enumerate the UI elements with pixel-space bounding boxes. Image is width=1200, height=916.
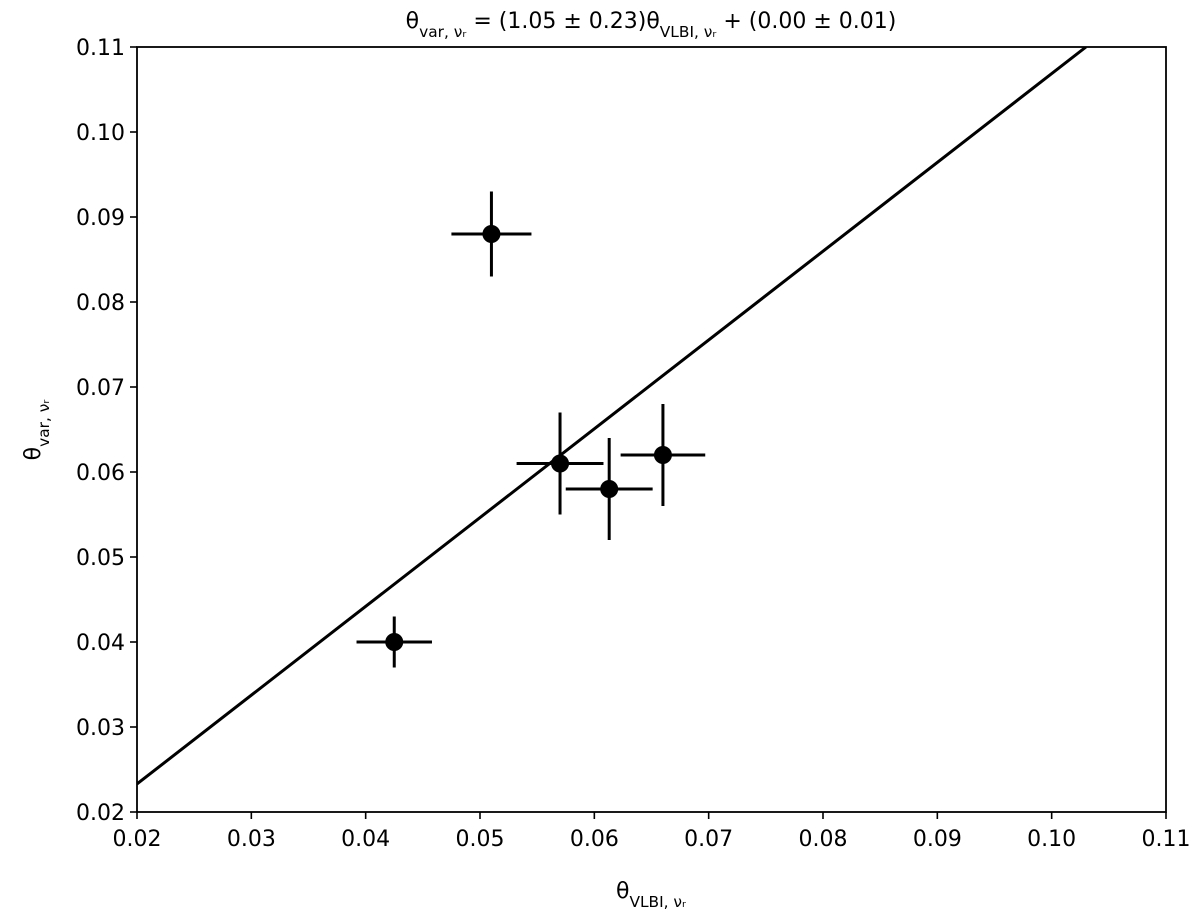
y-tick-label: 0.02 [76,801,125,826]
point [385,633,404,651]
plot-frame [136,46,1167,813]
point [600,480,619,498]
x-tick-label: 0.06 [570,827,619,852]
x-tick-label: 0.03 [227,827,276,852]
point [482,225,501,243]
y-tick-label: 0.08 [76,291,125,316]
y-tick-label: 0.05 [76,546,125,571]
y-tick-label: 0.06 [76,461,125,486]
text-part: var, νᵣ [419,23,466,41]
point [653,446,672,464]
text-part: = (1.05 ± 0.23)θ [466,9,659,34]
text-part: var, νᵣ [35,400,53,447]
x-axis-label: θVLBI, νᵣ [616,879,686,911]
text-part: + (0.00 ± 0.01) [716,9,896,34]
text-part: VLBI, νᵣ [660,23,717,41]
chart-title: θvar, νᵣ = (1.05 ± 0.23)θVLBI, νᵣ + (0.0… [406,9,897,41]
x-tick-label: 0.04 [341,827,390,852]
text-part: VLBI, νᵣ [629,893,686,911]
x-tick-label: 0.02 [113,827,162,852]
y-axis-label: θvar, νᵣ [21,400,53,461]
y-tick-label: 0.03 [76,716,125,741]
x-tick-label: 0.10 [1027,827,1076,852]
x-tick-label: 0.08 [799,827,848,852]
y-tick-label: 0.09 [76,206,125,231]
text-part: θ [616,879,629,904]
fit-line [137,47,1087,786]
x-tick-label: 0.09 [913,827,962,852]
point [551,454,570,473]
x-tick-label: 0.11 [1142,827,1191,852]
y-tick-label: 0.04 [76,631,125,656]
y-tick-label: 0.10 [76,121,125,146]
y-tick-label: 0.07 [76,376,125,401]
x-tick-label: 0.07 [684,827,733,852]
x-tick-label: 0.05 [456,827,505,852]
text-part: θ [406,9,419,34]
y-tick-label: 0.11 [76,36,125,61]
text-part: θ [21,447,46,460]
